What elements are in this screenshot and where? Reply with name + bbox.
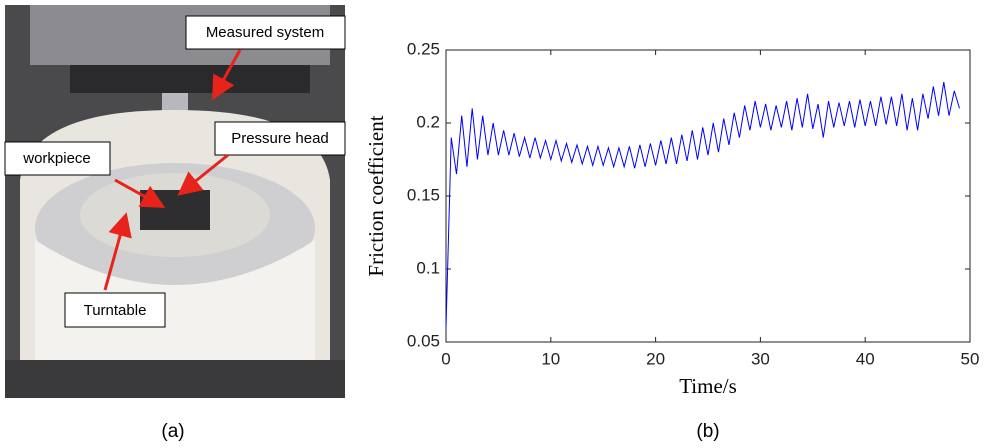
plot: 0 10 20 30 40 50 0.05 0.1 0.15 0.2 0.25: [407, 39, 980, 368]
x-axis-title: Time/s: [679, 374, 737, 398]
y-tick-label: 0.15: [407, 185, 440, 204]
plot-frame: [445, 49, 971, 343]
y-tick-label: 0.05: [407, 331, 440, 350]
label-box: [185, 15, 346, 50]
panel-label: (b): [696, 421, 719, 442]
arrow: [114, 178, 166, 208]
annotation: Turntable: [84, 302, 147, 319]
arrow: [103, 212, 132, 291]
y-axis-title: Friction coefficient: [364, 115, 388, 276]
annotation: Measured system: [206, 24, 324, 41]
arrow: [177, 153, 229, 196]
x-tick-label: 30: [751, 349, 770, 368]
x-tick-label: 40: [856, 349, 875, 368]
photo: [5, 5, 345, 398]
panel-label: (a): [161, 421, 184, 442]
y-tick-label: 0.2: [416, 112, 440, 131]
label-box: [4, 141, 111, 176]
x-tick-label: 20: [646, 349, 665, 368]
x-tick-label: 0: [441, 349, 450, 368]
arrow: [212, 49, 242, 101]
annotation: Pressure head: [231, 130, 329, 147]
y-tick-label: 0.25: [407, 39, 440, 58]
label-box: [64, 292, 166, 328]
data-line: [445, 82, 960, 328]
x-tick-label: 10: [541, 349, 560, 368]
x-tick-label: 50: [961, 349, 980, 368]
annotation: workpiece: [22, 150, 91, 167]
y-tick-label: 0.1: [416, 258, 440, 277]
label-box: [214, 121, 346, 156]
photo-annotations: Measured system Pressure head workpiece …: [4, 15, 346, 328]
